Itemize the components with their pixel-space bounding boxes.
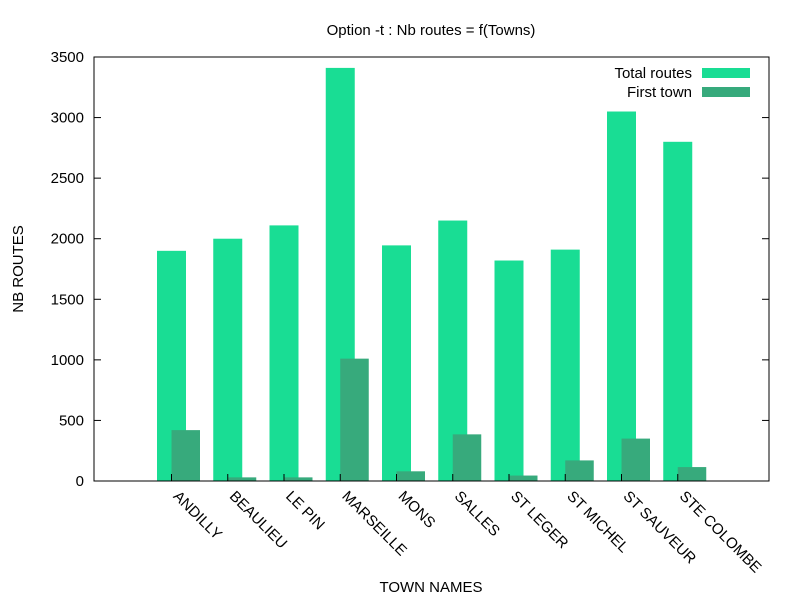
bar-total-routes (494, 260, 524, 481)
bar-first-town (677, 467, 707, 481)
bar-first-town (227, 477, 257, 481)
bar-first-town (621, 438, 650, 481)
y-axis-title: NB ROUTES (10, 225, 27, 313)
x-tick-label: ST LEGER (507, 488, 571, 552)
x-tick-label: BEAULIEU (226, 488, 290, 552)
bar-total-routes (663, 141, 693, 482)
bars-layer (157, 67, 707, 482)
x-tick-label: LE PIN (282, 488, 328, 534)
x-tick-label: MONS (395, 488, 439, 532)
x-tick-label: SALLES (451, 488, 503, 540)
bar-first-town (565, 460, 594, 481)
bar-total-routes (550, 249, 580, 481)
y-tick-label: 1000 (51, 352, 84, 369)
y-tick-label: 2500 (51, 170, 84, 187)
y-axis: 0 500 1000 1500 2000 2500 3000 3500 (51, 49, 769, 490)
legend-swatch (702, 87, 750, 97)
bar-total-routes (269, 225, 299, 481)
x-tick-label: ANDILLY (170, 488, 225, 543)
x-axis-title: TOWN NAMES (379, 579, 482, 596)
bar-first-town (284, 477, 313, 481)
bar-first-town (509, 475, 538, 481)
legend-label: Total routes (614, 65, 692, 82)
chart-title: Option -t : Nb routes = f(Towns) (327, 22, 536, 39)
bar-first-town (396, 471, 425, 481)
y-tick-label: 2000 (51, 231, 84, 248)
bar-first-town (171, 430, 200, 481)
bar-first-town (340, 358, 369, 481)
bar-total-routes (607, 111, 636, 481)
legend-swatch (702, 68, 750, 78)
y-tick-label: 500 (59, 412, 84, 429)
bar-first-town (452, 434, 482, 481)
y-tick-label: 0 (76, 473, 84, 490)
y-tick-label: 3500 (51, 49, 84, 66)
y-tick-label: 3000 (51, 110, 84, 127)
legend-label: First town (627, 84, 692, 101)
bar-total-routes (382, 245, 411, 481)
plot-frame (93, 56, 770, 482)
y-tick-label: 1500 (51, 291, 84, 308)
legend: Total routes First town (614, 65, 750, 101)
bar-total-routes (213, 238, 243, 481)
